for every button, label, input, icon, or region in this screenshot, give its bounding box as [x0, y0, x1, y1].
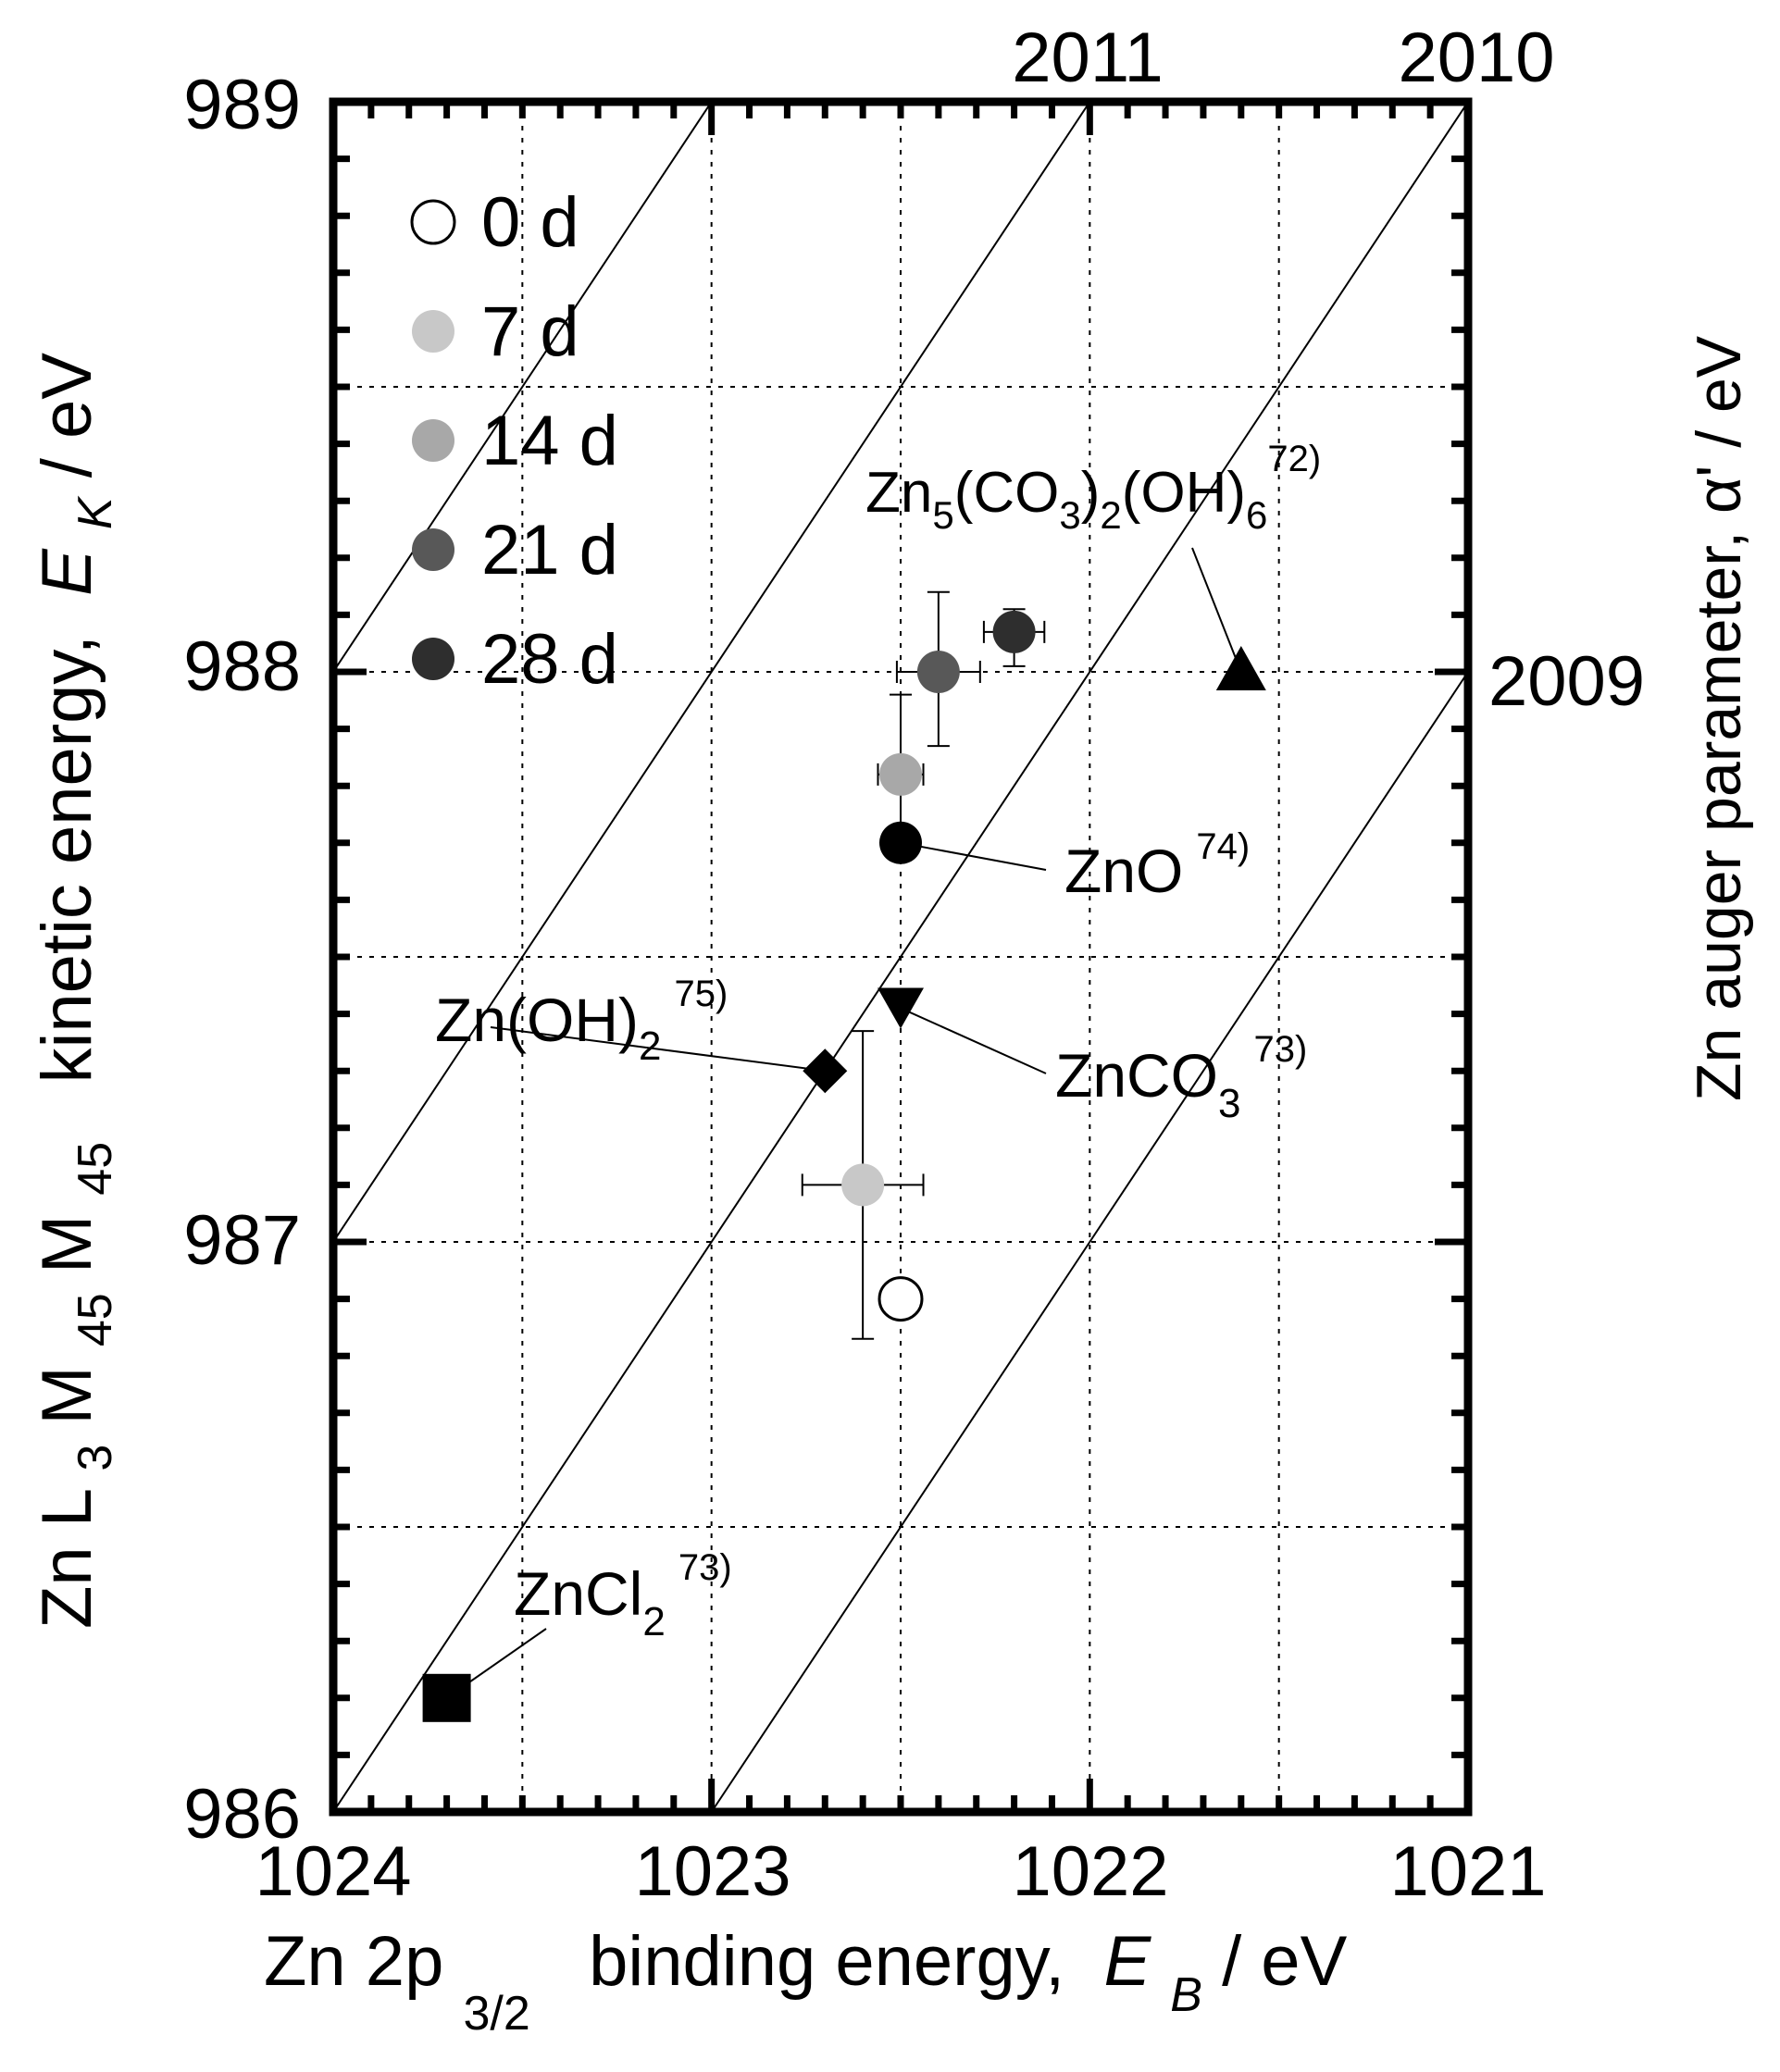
annotation-zn5co3oh6-ref: 72) — [1267, 439, 1321, 479]
x-tick-label-1021: 1021 — [1389, 1832, 1546, 1911]
legend-label-0d: 0 d — [481, 183, 579, 262]
axis-ticks — [330, 98, 1472, 1816]
auger-line-2012 — [332, 101, 713, 673]
y-axis-title-sub2: 45 — [68, 1293, 122, 1346]
legend — [410, 199, 456, 680]
auger-line-2009 — [710, 671, 1469, 1813]
y-tick-label-989: 989 — [183, 66, 301, 144]
annotation-znco3: ZnCO3 73) — [1055, 1029, 1307, 1126]
legend-label-21d: 21 d — [481, 511, 618, 589]
reference-marker-zn5co32oh6 — [1215, 646, 1266, 690]
x-axis-title-middle: binding energy, — [550, 1922, 1084, 2001]
data-point-7d — [841, 1163, 885, 1207]
x-axis-title: Zn 2p 3/2 binding energy, E B / eV — [264, 1922, 1348, 2045]
y-tick-label-988: 988 — [183, 627, 301, 706]
annotation-znco3-ref: 73) — [1254, 1029, 1308, 1070]
y-axis-title-m2: M — [28, 1215, 106, 1273]
y2-axis-title: Zn auger parameter, α' / eV — [1684, 335, 1754, 1101]
x-tick-label-1022: 1022 — [1012, 1832, 1168, 1911]
legend-marker-28d — [412, 638, 454, 680]
y-axis-title-variable: E — [28, 548, 106, 596]
x-tick-label-1024: 1024 — [255, 1832, 411, 1911]
leader-zno — [900, 841, 1047, 871]
y-axis-title-sub3: 45 — [68, 1142, 122, 1196]
auger-parameter-lines — [332, 101, 1469, 1813]
annotation-zno-ref: 74) — [1196, 826, 1250, 867]
annotation-zncl2: ZnCl2 73) — [514, 1547, 732, 1644]
legend-label-14d: 14 d — [481, 402, 618, 480]
auger-tick-label-2009: 2009 — [1488, 642, 1645, 721]
y-axis-title-prefix: Zn L — [28, 1490, 106, 1629]
x-axis-title-prefix: Zn 2p — [264, 1922, 443, 2001]
annotation-zncl2-ref: 73) — [678, 1547, 732, 1588]
annotation-znoh2-label: Zn(OH) — [435, 986, 639, 1054]
annotation-znoh2: Zn(OH)2 75) — [435, 974, 728, 1069]
y-axis-title-middle: kinetic energy, — [28, 615, 106, 1123]
y-axis-title: Zn L 3 M 45 M 45 kinetic energy, E K / e… — [28, 353, 127, 1629]
data-point-14d — [879, 752, 922, 796]
annotation-znoh2-ref: 75) — [674, 974, 728, 1014]
leader-zn5co32oh6 — [1191, 547, 1242, 673]
auger-tick-label-2010: 2010 — [1398, 19, 1554, 97]
data-point-0d — [878, 1276, 924, 1322]
x-axis-title-variable-subscript: B — [1170, 1968, 1202, 2022]
y-tick-label-987: 987 — [183, 1201, 301, 1280]
legend-marker-21d — [412, 528, 454, 571]
x-tick-label-1023: 1023 — [634, 1832, 790, 1911]
y-axis-title-variable-subscript: K — [68, 495, 122, 529]
y-axis-title-suffix: / eV — [28, 353, 106, 478]
reference-marker-zncl2 — [422, 1673, 471, 1722]
annotation-znco3-sub: 3 — [1218, 1081, 1240, 1126]
legend-label-28d: 28 d — [481, 620, 618, 699]
reference-marker-zno — [879, 821, 922, 864]
legend-marker-7d — [412, 310, 454, 353]
y-tick-label-986: 986 — [183, 1775, 301, 1854]
annotation-zno: ZnO 74) — [1064, 826, 1250, 905]
x-axis-title-subscript: 3/2 — [463, 1987, 529, 2041]
data-point-21d — [916, 651, 960, 693]
leader-znco3 — [900, 1007, 1047, 1074]
annotation-leaders — [446, 547, 1242, 1699]
leader-znoh2 — [490, 1026, 826, 1073]
annotation-zno-label: ZnO — [1064, 837, 1183, 905]
reference-marker-znco3 — [878, 987, 924, 1029]
annotation-znoh2-sub: 2 — [639, 1024, 661, 1069]
x-axis-title-variable: E — [1103, 1922, 1151, 2001]
error-bars — [801, 590, 1046, 1340]
y-axis-title-m1: M — [28, 1366, 106, 1424]
auger-tick-label-2011: 2011 — [1012, 19, 1163, 97]
annotation-zncl2-label: ZnCl — [514, 1559, 642, 1628]
annotation-zncl2-sub: 2 — [642, 1599, 665, 1644]
auger-line-2010 — [332, 101, 1469, 1813]
x-axis-title-suffix: / eV — [1222, 1922, 1347, 2001]
auger-line-2011 — [332, 101, 1091, 1243]
legend-marker-14d — [412, 419, 454, 462]
data-point-28d — [992, 610, 1036, 653]
annotation-zn5co3oh6: Zn5(CO3)2(OH)672) — [865, 439, 1321, 537]
y-axis-title-sub1: 3 — [68, 1445, 122, 1471]
legend-label-7d: 7 d — [481, 292, 579, 371]
legend-marker-0d — [410, 199, 456, 245]
reference-marker-znoh2 — [803, 1048, 848, 1094]
data-points — [422, 610, 1266, 1722]
annotation-znco3-label: ZnCO — [1055, 1041, 1218, 1110]
